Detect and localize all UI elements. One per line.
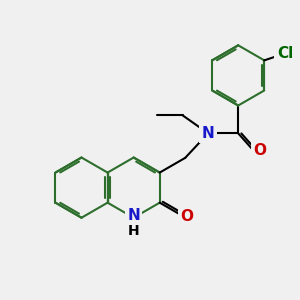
Text: N: N [202,126,214,141]
Text: H: H [128,224,140,239]
Text: Cl: Cl [277,46,293,61]
Text: O: O [254,143,267,158]
Text: O: O [180,208,194,224]
Text: N: N [127,208,140,223]
